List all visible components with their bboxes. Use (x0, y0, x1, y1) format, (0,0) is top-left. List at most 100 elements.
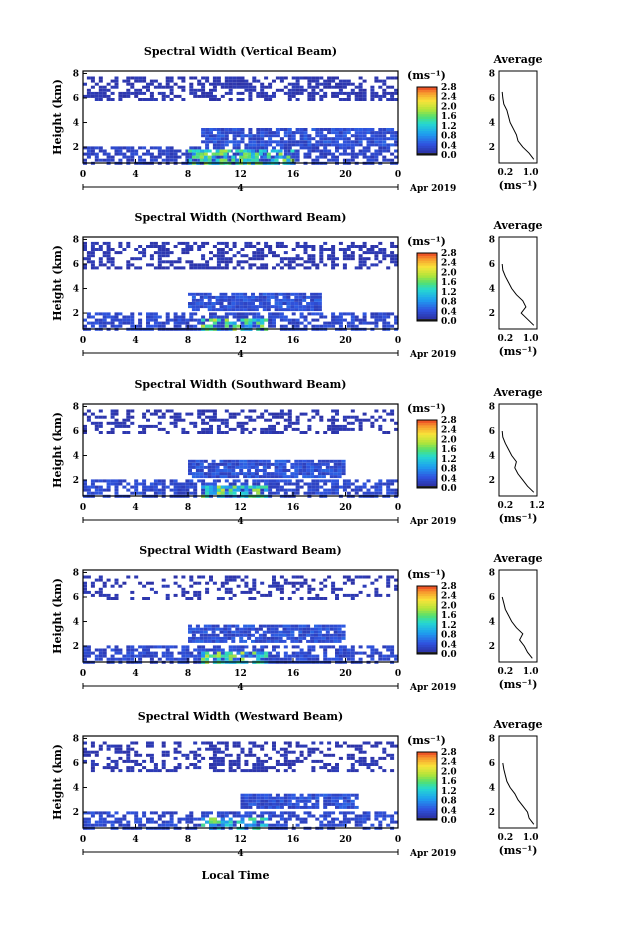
heatmap-cell (224, 76, 229, 80)
heatmap-cell (130, 91, 135, 95)
heatmap-cell (370, 491, 375, 495)
heatmap-cell (366, 248, 371, 251)
heatmap-cell (323, 823, 328, 827)
heatmap-cell (303, 412, 308, 416)
heatmap-cell (161, 479, 166, 483)
heatmap-cell (342, 152, 347, 156)
heatmap-cell (248, 131, 253, 135)
heatmap-cell (161, 753, 166, 757)
heatmap-cell (83, 488, 87, 492)
heatmap-cell (191, 465, 196, 469)
heatmap-cell (209, 409, 213, 413)
heatmap-cell (386, 315, 391, 319)
heatmap-cell (335, 769, 339, 773)
heatmap-cell (248, 799, 253, 803)
heatmap-cell (149, 488, 154, 492)
heatmap-cell (209, 654, 213, 658)
heatmap-cell (251, 475, 255, 479)
colorbar-segment (417, 301, 437, 305)
heatmap-cell (264, 593, 269, 597)
heatmap-cell (134, 811, 139, 815)
x-tick-label: 0 (80, 336, 86, 346)
heatmap-cell (282, 155, 287, 159)
heatmap-cell (215, 472, 220, 476)
heatmap-cell (282, 469, 287, 472)
heatmap-cell (195, 630, 200, 634)
heatmap-cell (228, 766, 233, 770)
heatmap-cell (126, 245, 131, 248)
colorbar-frame (416, 252, 438, 322)
heatmap-cell (177, 149, 182, 153)
heatmap-cell (378, 260, 383, 264)
heatmap-cell (203, 305, 208, 309)
heatmap-cell (169, 155, 174, 159)
heatmap-cell (338, 648, 343, 652)
heatmap-cell (153, 651, 158, 655)
heatmap-cell (272, 811, 276, 815)
heatmap-cell (264, 769, 269, 773)
heatmap-cell (216, 651, 221, 655)
heatmap-cell (181, 485, 186, 489)
heatmap-cell (342, 648, 347, 652)
heatmap-cell (126, 94, 131, 98)
heatmap-cell (239, 636, 244, 640)
heatmap-cell (106, 94, 111, 98)
heatmap-cell (110, 766, 115, 770)
heatmap-cell (331, 158, 336, 162)
heatmap-cell (199, 158, 204, 162)
heatmap-cell (346, 479, 351, 483)
heatmap-cell (173, 575, 178, 579)
heatmap-cell (279, 260, 284, 264)
heatmap-cell (209, 134, 213, 138)
heatmap-cell (149, 741, 154, 745)
heatmap-cell (291, 491, 296, 495)
heatmap-cell (317, 465, 322, 469)
colorbar-tick-label: 1.6 (441, 445, 457, 455)
heatmap-cell (205, 747, 210, 751)
heatmap-cell (195, 624, 200, 628)
heatmap-cell (201, 491, 206, 495)
heatmap-cell (370, 581, 375, 585)
heatmap-cell (173, 479, 178, 483)
heatmap-cell (248, 491, 253, 495)
heatmap-cell (346, 593, 351, 597)
y-axis-label: Height (km) (51, 245, 64, 321)
heatmap-cell (287, 260, 292, 264)
heatmap-cell (252, 85, 257, 89)
heatmap-cell (211, 475, 216, 479)
heatmap-cell (244, 796, 249, 800)
heatmap-cell (268, 593, 273, 597)
heatmap-cell (142, 814, 147, 818)
heatmap-cell (239, 459, 244, 463)
heatmap-cell (240, 590, 245, 594)
heatmap-cell (177, 76, 182, 80)
heatmap-cell (247, 627, 252, 631)
heatmap-cell (212, 418, 217, 422)
heatmap-cell (268, 756, 273, 760)
heatmap-cell (235, 305, 240, 309)
heatmap-cell (335, 91, 339, 95)
heatmap-cell (274, 639, 279, 643)
heatmap-cell (295, 645, 300, 649)
heatmap-cell (98, 248, 103, 251)
heatmap-cell (362, 485, 367, 489)
heatmap-cell (256, 756, 261, 760)
heatmap-cell (118, 651, 123, 655)
heatmap-cell (275, 315, 280, 319)
colorbar-segment (417, 617, 437, 621)
heatmap-cell (177, 584, 182, 588)
heatmap-cell (295, 488, 300, 492)
heatmap-cell (264, 241, 269, 245)
heatmap-cell (342, 158, 347, 162)
heatmap-cell (358, 424, 363, 428)
heatmap-cell (201, 315, 206, 319)
heatmap-cell (386, 648, 391, 652)
heatmap-cell (337, 636, 342, 640)
heatmap-cell (201, 94, 206, 98)
heatmap-cell (335, 479, 339, 483)
heatmap-cell (240, 820, 245, 824)
heatmap-cell (161, 578, 166, 582)
heatmap-cell (201, 241, 206, 245)
heatmap-cell (173, 324, 178, 328)
heatmap-cell (102, 251, 107, 255)
